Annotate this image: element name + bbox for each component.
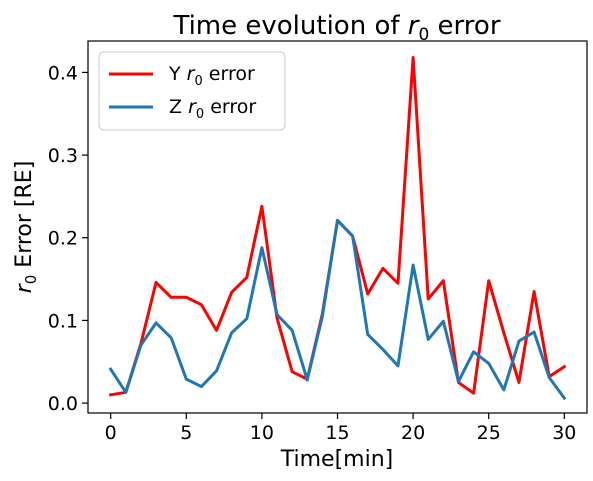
legend-label-z: Z r0 error [169,96,256,122]
plot-frame [87,40,588,414]
y-tick-label: 0.4 [48,62,78,84]
legend-box [98,51,286,131]
legend-label-y: Y r0 error [168,63,255,89]
chart-title: Time evolution of r0 error [172,11,500,45]
x-axis-label: Time[min] [280,447,394,472]
series-line-z [108,218,567,401]
x-tick-label: 15 [325,422,349,444]
x-tick-label: 30 [552,422,576,444]
y-tick-label: 0.2 [48,228,78,250]
x-tick-label: 0 [105,422,117,444]
y-tick-label: 0.0 [48,393,78,415]
x-tick-label: 5 [180,422,192,444]
tick-layer: 0 5 10 15 20 25 30 0.0 0.1 0.2 0.3 0.4 [48,62,577,444]
legend: Y r0 error Z r0 error [98,51,286,131]
series-layer [108,56,567,401]
y-axis-label: r0 Error [RE] [12,161,40,294]
x-tick-label: 10 [250,422,274,444]
y-tick-label: 0.3 [48,145,78,167]
x-tick-label: 25 [477,422,501,444]
y-tick-label: 0.1 [48,310,78,332]
x-tick-label: 20 [401,422,425,444]
